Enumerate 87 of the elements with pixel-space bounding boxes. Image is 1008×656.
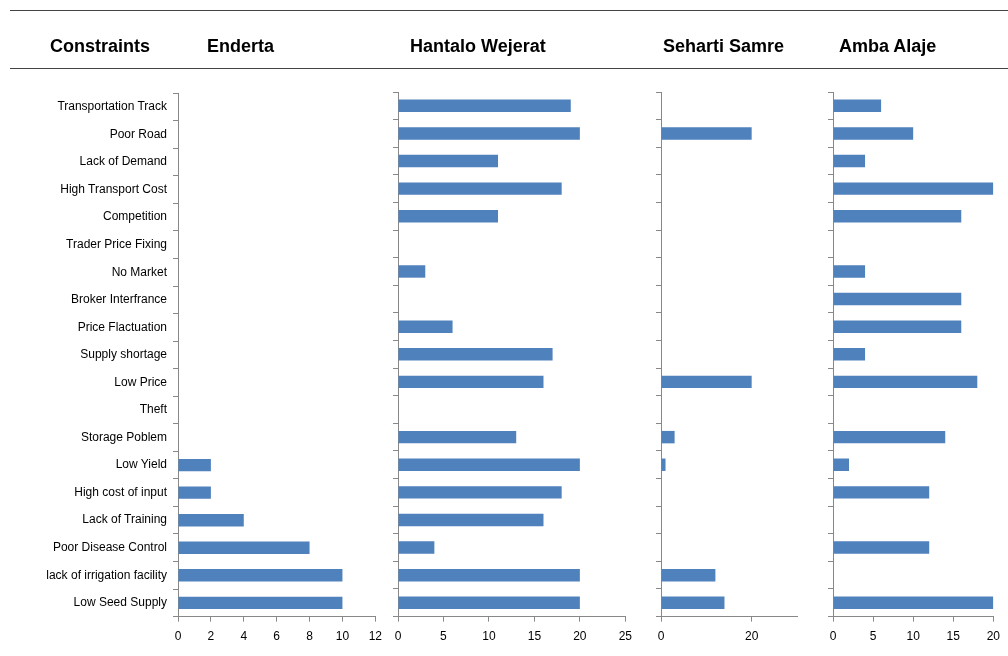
chart-title: Hantalo Wejerat	[410, 36, 546, 57]
x-tick-label: 15	[527, 629, 542, 644]
bar	[398, 513, 544, 527]
bar	[398, 265, 426, 278]
bar	[661, 458, 666, 471]
chart-title: Seharti Samre	[663, 36, 785, 57]
y-tick-label: Low Yield	[115, 457, 167, 472]
bar	[398, 127, 580, 140]
bar	[833, 320, 962, 333]
bar	[398, 486, 562, 499]
bar	[398, 320, 453, 333]
chart-title: Enderta	[207, 36, 275, 57]
y-tick-label: High cost of input	[74, 484, 168, 499]
y-tick-label: Broker Interfrance	[70, 292, 168, 307]
x-tick-label: 6	[273, 629, 281, 644]
x-tick-label: 0	[829, 629, 837, 644]
x-tick-label: 5	[869, 629, 877, 644]
bar	[833, 541, 930, 554]
bar	[661, 375, 752, 389]
bar	[833, 348, 866, 361]
y-tick-label: lack of irrigation facility	[46, 567, 167, 582]
bar	[398, 375, 544, 389]
bar	[661, 430, 675, 444]
bar	[398, 541, 435, 554]
bar	[833, 486, 930, 499]
bar	[398, 458, 580, 471]
x-tick-label: 20	[744, 629, 759, 644]
x-tick-label: 15	[946, 629, 961, 644]
y-tick-label: Storage Poblem	[80, 429, 167, 444]
bar	[178, 596, 343, 610]
bar	[661, 127, 752, 140]
x-tick-label: 2	[207, 629, 215, 644]
bar	[178, 513, 244, 527]
bar	[398, 210, 499, 223]
bar	[833, 182, 994, 195]
x-tick-label: 12	[368, 629, 383, 644]
bar	[661, 596, 725, 610]
bar	[833, 458, 850, 471]
x-tick-label: 0	[174, 629, 182, 644]
x-tick-label: 5	[440, 629, 448, 644]
y-tick-label: Poor Disease Control	[52, 540, 167, 555]
x-tick-label: 8	[306, 629, 314, 644]
y-tick-label: Competition	[102, 209, 167, 224]
y-tick-label: Theft	[139, 402, 168, 417]
y-tick-label: Poor Road	[109, 126, 167, 141]
bar	[178, 569, 343, 582]
y-tick-label: Lack of Demand	[79, 154, 167, 169]
bar	[833, 99, 882, 113]
x-tick-label: 10	[482, 629, 496, 644]
x-tick-label: 25	[618, 629, 633, 644]
bar	[178, 486, 211, 499]
bar	[398, 596, 580, 610]
bar	[833, 265, 866, 278]
bar	[833, 154, 866, 168]
x-tick-label: 0	[394, 629, 402, 644]
bar	[178, 541, 310, 554]
bar	[833, 430, 946, 444]
x-tick-label: 20	[986, 629, 1001, 644]
chart-title: Amba Alaje	[839, 36, 937, 57]
bar	[661, 568, 716, 582]
y-tick-label: Transportation Track	[57, 99, 168, 114]
x-tick-label: 4	[240, 629, 248, 644]
y-tick-label: Low Price	[114, 374, 168, 389]
bar	[833, 127, 914, 140]
bar	[398, 348, 553, 361]
y-tick-label: Low Seed Supply	[73, 595, 167, 610]
bar	[398, 430, 517, 444]
bar	[398, 568, 580, 582]
bar	[178, 458, 211, 472]
bar	[833, 375, 978, 389]
y-axis-title: Constraints	[50, 36, 151, 57]
y-tick-label: No Market	[111, 264, 168, 279]
y-tick-label: Lack of Training	[82, 512, 167, 527]
bar	[833, 596, 994, 610]
bar	[398, 99, 571, 113]
x-tick-label: 10	[335, 629, 350, 644]
x-tick-label: 20	[573, 629, 587, 644]
x-tick-label: 0	[657, 629, 665, 644]
y-tick-label: Supply shortage	[80, 347, 168, 362]
bar	[833, 292, 962, 306]
y-tick-label: Price Flactuation	[77, 319, 167, 334]
bar	[833, 210, 962, 223]
y-tick-label: Trader Price Fixing	[66, 237, 167, 252]
bar	[398, 154, 499, 168]
x-tick-label: 10	[906, 629, 921, 644]
bar	[398, 182, 562, 195]
y-tick-label: High Transport Cost	[60, 181, 168, 196]
